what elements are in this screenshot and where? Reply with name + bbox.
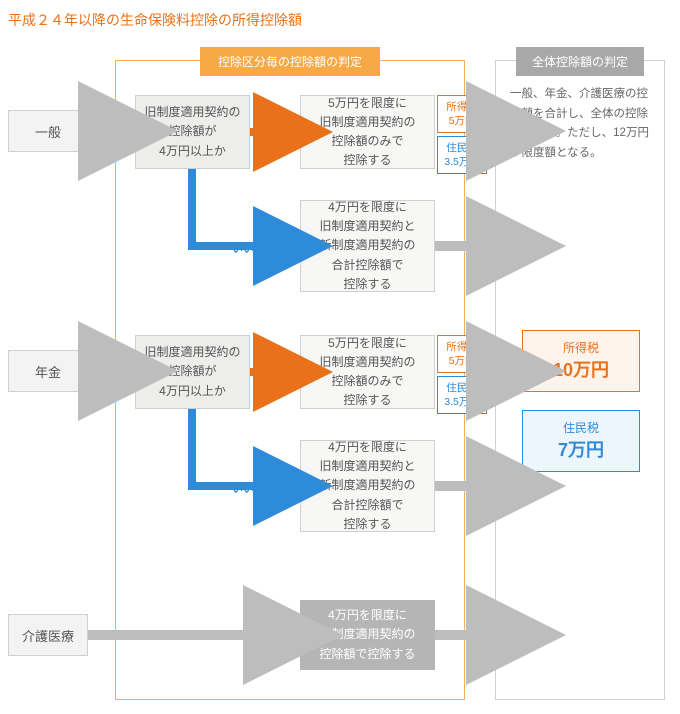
total-resident-tax: 住民税 7万円: [522, 410, 640, 472]
ippan-no-box: 4万円を限度に旧制度適用契約と新制度適用契約の合計控除額で控除する: [300, 200, 435, 292]
nenkin-resident-tax-label: 住民税: [446, 381, 478, 395]
ippan-yes-label: はい: [263, 125, 285, 141]
panel-per-category-header: 控除区分毎の控除額の判定: [200, 47, 380, 76]
nenkin-income-tax-amount: 5万円: [449, 354, 476, 368]
ippan-income-tax: 所得税 5万円: [437, 95, 487, 133]
nenkin-income-tax-label: 所得税: [446, 340, 478, 354]
category-kaigo-label: 介護医療: [22, 626, 74, 645]
ippan-decision-text: 旧制度適用契約の控除額が4万円以上か: [144, 103, 240, 161]
ippan-income-tax-amount: 5万円: [449, 114, 476, 128]
kaigo-box: 4万円を限度に新制度適用契約の控除額で控除する: [300, 600, 435, 670]
total-income-tax-label: 所得税: [563, 339, 599, 357]
nenkin-decision-box: 旧制度適用契約の控除額が4万円以上か: [135, 335, 250, 409]
ippan-no-text: 4万円を限度に旧制度適用契約と新制度適用契約の合計控除額で控除する: [319, 198, 415, 294]
category-nenkin-label: 年金: [35, 362, 61, 381]
nenkin-yes-box: 5万円を限度に旧制度適用契約の控除額のみで控除する: [300, 335, 435, 409]
ippan-resident-tax-amount: 3.5万円: [444, 155, 480, 169]
ippan-no-label: いいえ: [232, 240, 265, 256]
total-income-tax-amount: 10万円: [553, 357, 609, 384]
total-resident-tax-amount: 7万円: [558, 437, 604, 464]
ippan-decision-box: 旧制度適用契約の控除額が4万円以上か: [135, 95, 250, 169]
category-nenkin: 年金: [8, 350, 88, 392]
kaigo-text: 4万円を限度に新制度適用契約の控除額で控除する: [319, 606, 415, 664]
ippan-resident-tax-label: 住民税: [446, 141, 478, 155]
total-income-tax: 所得税 10万円: [522, 330, 640, 392]
nenkin-no-text: 4万円を限度に旧制度適用契約と新制度適用契約の合計控除額で控除する: [319, 438, 415, 534]
ippan-yes-box: 5万円を限度に旧制度適用契約の控除額のみで控除する: [300, 95, 435, 169]
nenkin-no-box: 4万円を限度に旧制度適用契約と新制度適用契約の合計控除額で控除する: [300, 440, 435, 532]
panel-total-header: 全体控除額の判定: [516, 47, 644, 76]
ippan-income-tax-label: 所得税: [446, 100, 478, 114]
nenkin-decision-text: 旧制度適用契約の控除額が4万円以上か: [144, 343, 240, 401]
total-resident-tax-label: 住民税: [563, 419, 599, 437]
category-ippan-label: 一般: [35, 122, 61, 141]
ippan-resident-tax: 住民税 3.5万円: [437, 136, 487, 174]
nenkin-yes-text: 5万円を限度に旧制度適用契約の控除額のみで控除する: [319, 334, 415, 411]
nenkin-resident-tax-amount: 3.5万円: [444, 395, 480, 409]
nenkin-income-tax: 所得税 5万円: [437, 335, 487, 373]
page-title: 平成２４年以降の生命保険料控除の所得控除額: [0, 0, 680, 30]
category-kaigo: 介護医療: [8, 614, 88, 656]
nenkin-no-label: いいえ: [232, 480, 265, 496]
ippan-yes-text: 5万円を限度に旧制度適用契約の控除額のみで控除する: [319, 94, 415, 171]
nenkin-resident-tax: 住民税 3.5万円: [437, 376, 487, 414]
panel-total-description: 一般、年金、介護医療の控除額を合計し、全体の控除額とする。ただし、12万円が限度…: [510, 85, 650, 163]
nenkin-yes-label: はい: [263, 365, 285, 381]
category-ippan: 一般: [8, 110, 88, 152]
